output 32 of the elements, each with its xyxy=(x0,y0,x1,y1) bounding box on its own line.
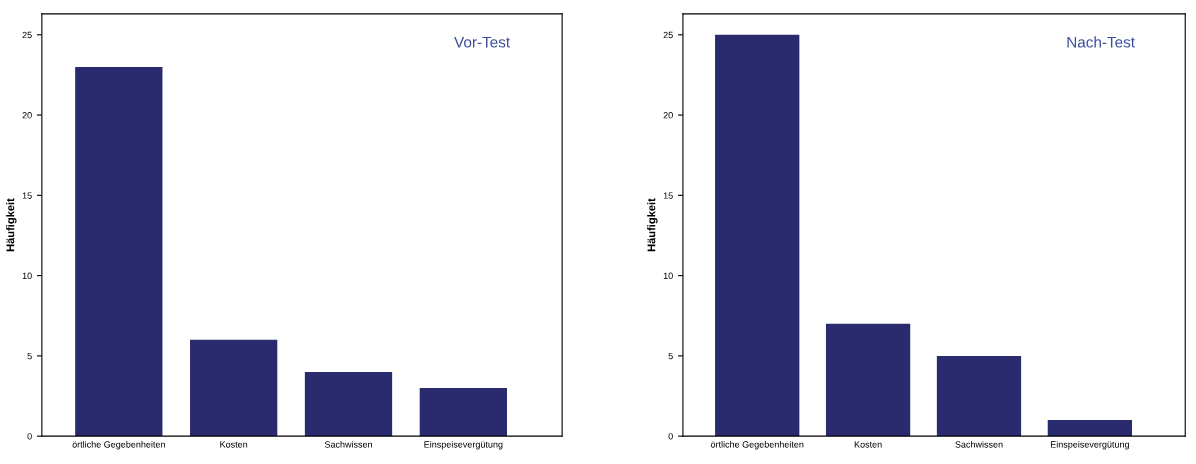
bar xyxy=(825,323,911,437)
y-tick-label: 5 xyxy=(668,352,673,360)
y-tick-label: 10 xyxy=(22,272,32,279)
y-tick-label: 20 xyxy=(22,112,32,119)
y-tick-label: 10 xyxy=(663,272,673,279)
x-tick-label: örtliche Gegebenheiten xyxy=(710,441,804,450)
x-tick-label: Kosten xyxy=(854,441,882,448)
y-tick-label: 20 xyxy=(663,112,673,119)
text: Vor-Test xyxy=(454,36,510,48)
x-tick-label: Einspeisevergütung xyxy=(424,441,503,450)
bar xyxy=(75,66,163,437)
y-axis-title: Häufigkeit xyxy=(6,198,17,252)
bar xyxy=(936,355,1022,437)
x-tick-label: Sachwissen xyxy=(955,441,1003,448)
y-tick-label: 25 xyxy=(663,31,673,39)
y-tick-label: 0 xyxy=(27,433,32,440)
x-tick-label: örtliche Gegebenheiten xyxy=(72,441,165,450)
y-tick-label: 15 xyxy=(22,192,32,199)
x-tick-label: Einspeisevergütung xyxy=(1050,441,1129,450)
bar xyxy=(715,34,800,437)
y-axis-title: Häufigkeit xyxy=(647,198,658,252)
bar xyxy=(1047,420,1133,437)
y-tick-label: 25 xyxy=(22,31,32,39)
y-tick-label: 0 xyxy=(668,433,673,440)
y-tick-label: 5 xyxy=(27,352,32,360)
x-tick-label: Kosten xyxy=(220,441,248,448)
x-tick-label: Sachwissen xyxy=(324,441,372,448)
y-tick-label: 15 xyxy=(663,192,673,199)
bar xyxy=(419,388,507,437)
text: Nach-Test xyxy=(1067,36,1135,48)
bar xyxy=(304,371,393,437)
bar xyxy=(190,339,278,437)
